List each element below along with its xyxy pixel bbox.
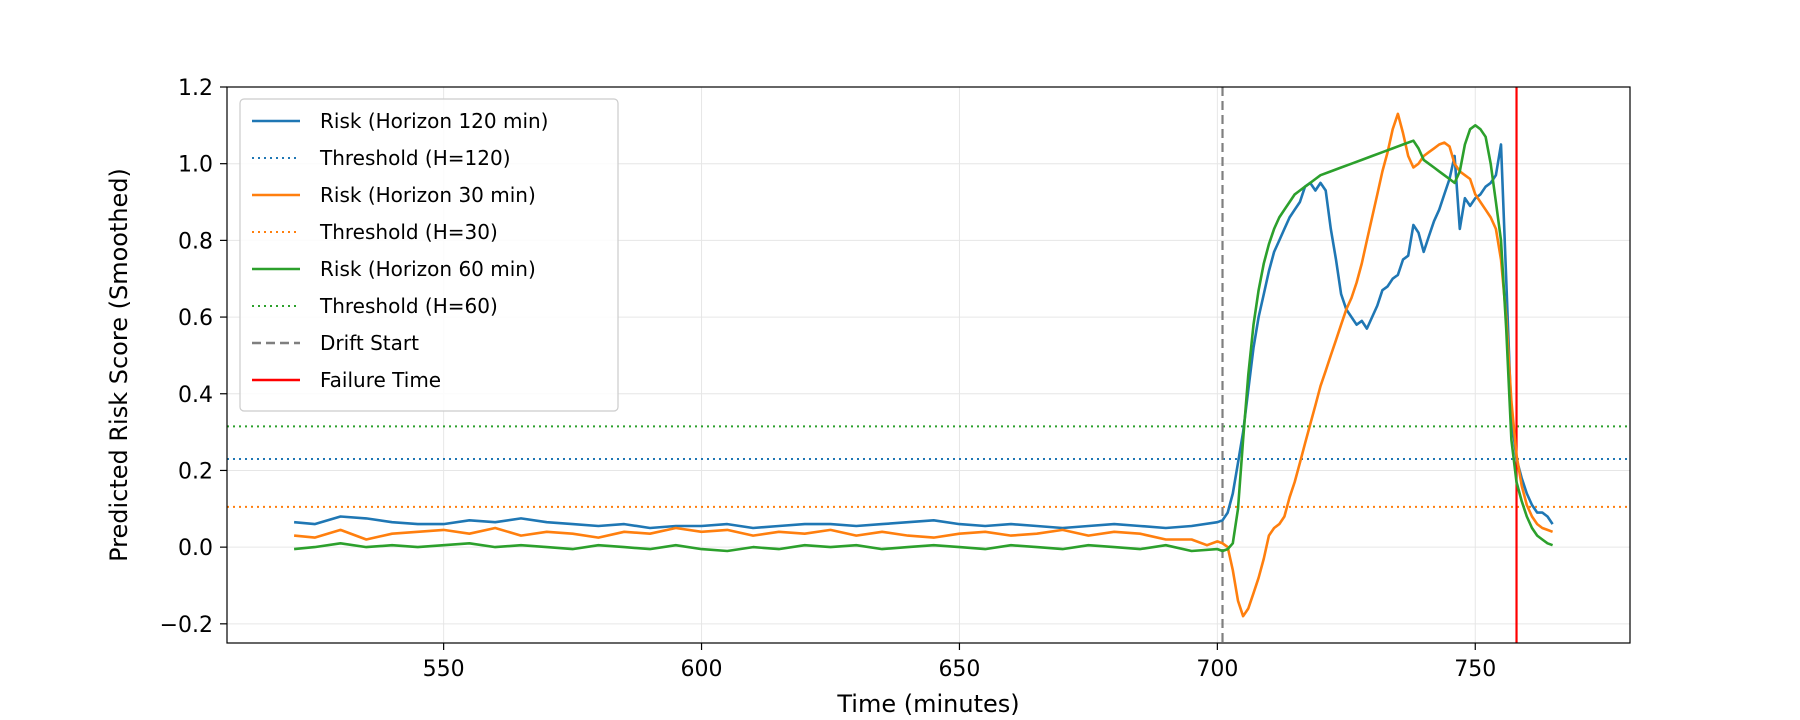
legend-label-risk-horizon-60-min: Risk (Horizon 60 min)	[320, 257, 536, 281]
legend-label-failure-time: Failure Time	[320, 368, 441, 392]
x-tick-label: 700	[1196, 657, 1238, 682]
legend-label-threshold-h-120: Threshold (H=120)	[319, 146, 511, 170]
y-tick-label: 0.8	[178, 229, 213, 254]
series-lines	[293, 112, 1554, 618]
y-tick-label: 1.0	[178, 153, 213, 178]
y-axis-ticks: −0.2 0.0 0.2 0.4 0.6 0.8 1.0 1.2	[160, 76, 227, 638]
event-lines	[1221, 87, 1518, 643]
risk-horizon-120-min-line	[293, 143, 1554, 530]
threshold-lines	[227, 425, 1630, 508]
legend-label-threshold-h-60: Threshold (H=60)	[319, 294, 498, 318]
legend-label-risk-horizon-120-min: Risk (Horizon 120 min)	[320, 109, 549, 133]
y-tick-label: 0.0	[178, 536, 213, 561]
legend-label-threshold-h-30: Threshold (H=30)	[319, 220, 498, 244]
y-tick-label: 0.4	[178, 383, 213, 408]
y-tick-label: 0.6	[178, 306, 213, 331]
x-tick-label: 550	[423, 657, 465, 682]
risk-horizon-30-min-line	[293, 112, 1554, 618]
x-axis-label: Time (minutes)	[836, 690, 1019, 718]
y-tick-label: 0.2	[178, 459, 213, 484]
risk-horizon-60-min-line	[293, 124, 1554, 553]
x-tick-label: 650	[938, 657, 980, 682]
y-axis-label: Predicted Risk Score (Smoothed)	[105, 168, 133, 562]
y-tick-label: 1.2	[178, 76, 213, 101]
legend-label-risk-horizon-30-min: Risk (Horizon 30 min)	[320, 183, 536, 207]
x-tick-label: 600	[681, 657, 723, 682]
legend-box	[239, 98, 619, 412]
legend-label-drift-start: Drift Start	[320, 331, 419, 355]
x-axis-ticks: 550 600 650 700 750	[423, 643, 1496, 682]
legend: Risk (Horizon 120 min) Threshold (H=120) R…	[239, 98, 619, 412]
plot-frame	[226, 86, 1631, 644]
y-tick-label: −0.2	[160, 613, 213, 638]
x-tick-label: 750	[1454, 657, 1496, 682]
